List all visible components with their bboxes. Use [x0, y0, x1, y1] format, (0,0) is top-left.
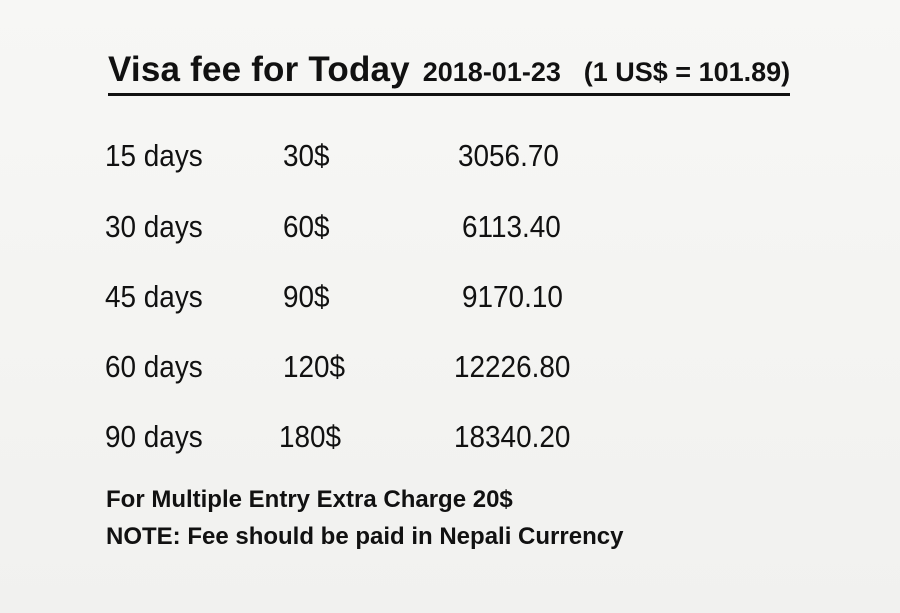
title-text: Visa fee for Today [108, 50, 410, 89]
fee-row: 45 days 90$ 9170.10 [0, 281, 900, 331]
duration-cell: 45 days [105, 279, 203, 314]
usd-fee-cell: 180$ [279, 419, 342, 454]
usd-fee-cell: 90$ [283, 279, 330, 314]
page-title: Visa fee for Today 2018-01-23 (1 US$ = 1… [108, 50, 791, 96]
duration-cell: 30 days [105, 209, 203, 244]
duration-cell: 90 days [105, 419, 203, 454]
multiple-entry-note: For Multiple Entry Extra Charge 20$ [106, 486, 513, 513]
fee-row: 15 days 30$ 3056.70 [0, 140, 900, 190]
title-date: 2018-01-23 [422, 57, 561, 87]
usd-fee-cell: 120$ [283, 349, 346, 384]
fee-row: 60 days 120$ 12226.80 [0, 351, 900, 401]
duration-cell: 15 days [105, 138, 203, 173]
currency-note: NOTE: Fee should be paid in Nepali Curre… [106, 523, 624, 550]
usd-fee-cell: 60$ [283, 209, 330, 244]
npr-fee-cell: 9170.10 [462, 279, 563, 314]
exchange-rate: (1 US$ = 101.89) [583, 57, 791, 87]
npr-fee-cell: 18340.20 [454, 419, 571, 454]
npr-fee-cell: 6113.40 [462, 209, 561, 244]
fee-row: 30 days 60$ 6113.40 [0, 211, 900, 261]
npr-fee-cell: 3056.70 [458, 138, 559, 173]
npr-fee-cell: 12226.80 [454, 349, 571, 384]
usd-fee-cell: 30$ [283, 138, 330, 173]
fee-row: 90 days 180$ 18340.20 [0, 421, 900, 471]
duration-cell: 60 days [105, 349, 203, 384]
